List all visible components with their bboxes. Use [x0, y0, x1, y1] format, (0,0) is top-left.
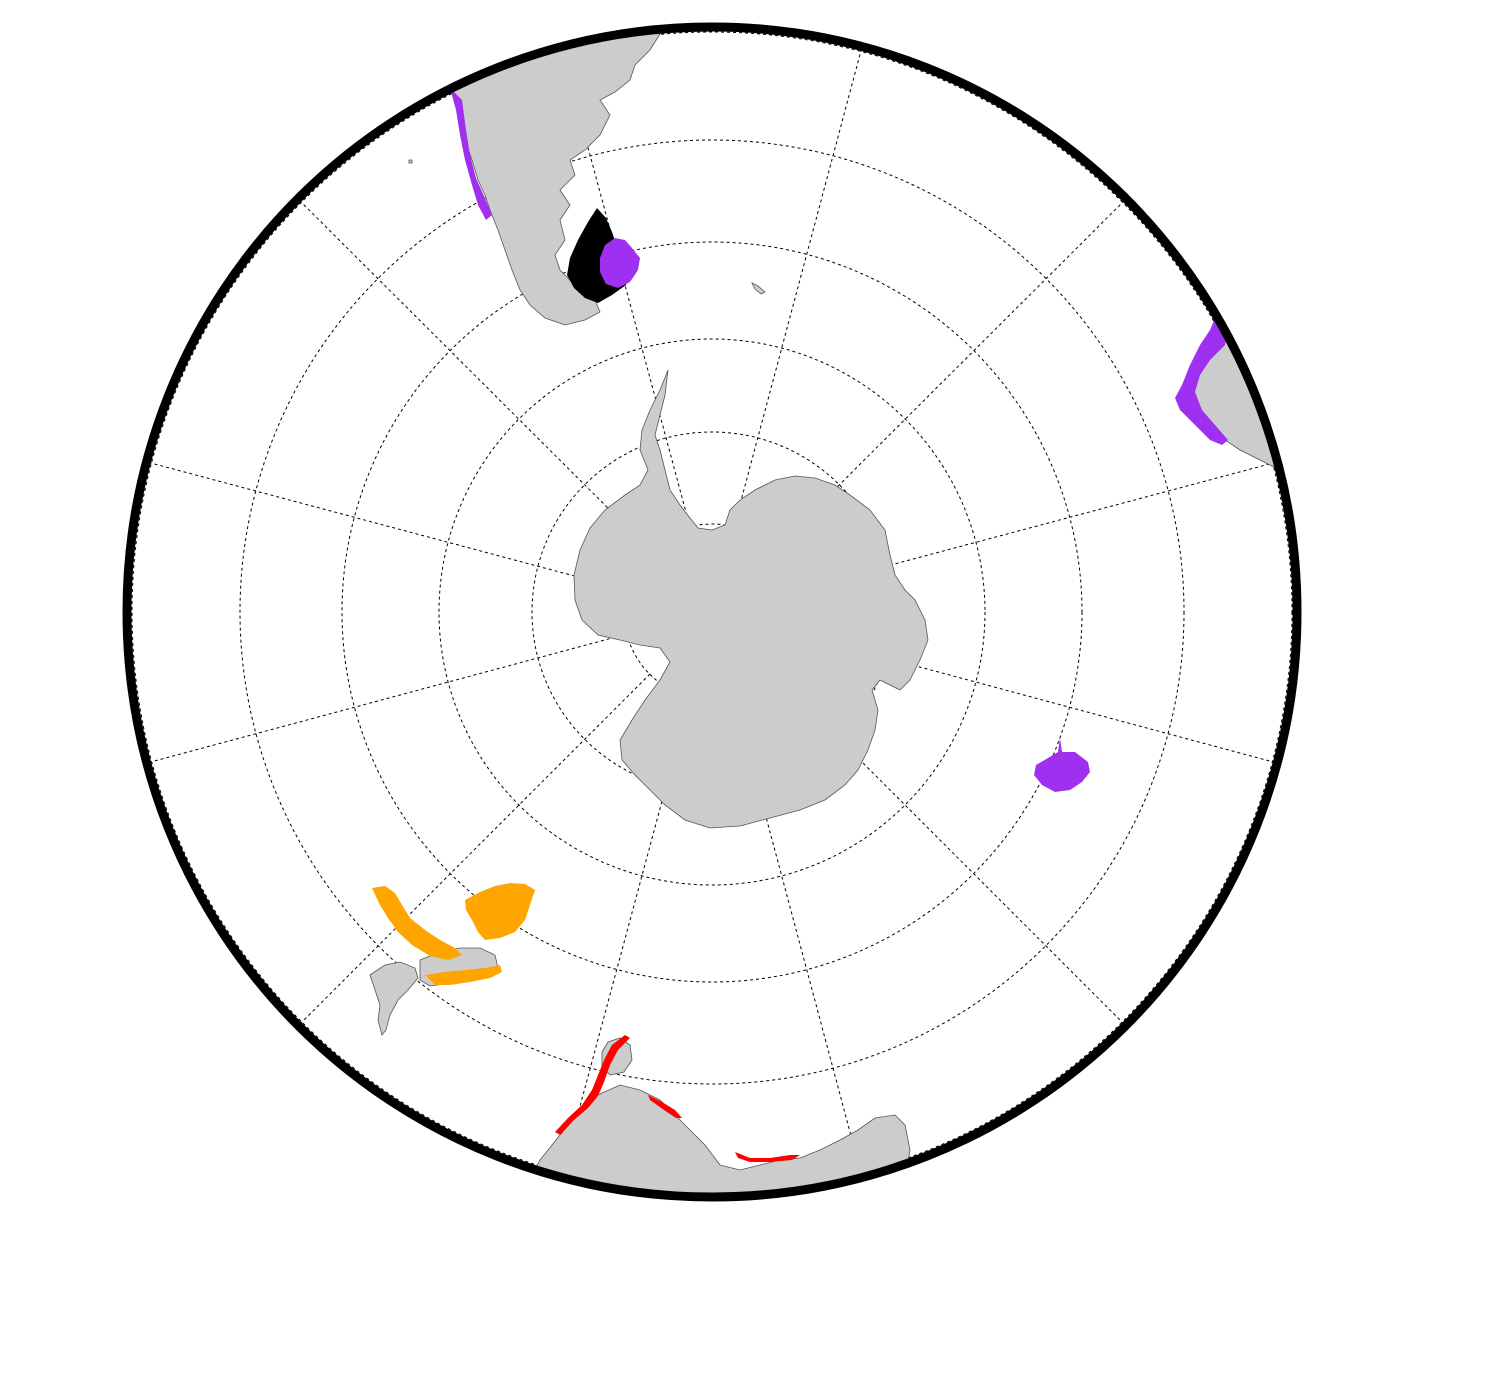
longitude-line — [297, 198, 651, 551]
longitude-line — [146, 461, 628, 591]
longitude-line — [733, 696, 863, 1178]
australia-coast-highlight-southeast — [735, 1152, 800, 1162]
longitude-line — [733, 46, 863, 528]
australia-landmass — [529, 1084, 911, 1197]
longitude-line — [773, 673, 1127, 1027]
longitude-line — [796, 461, 1278, 591]
new-zealand-landmass — [369, 961, 419, 1036]
australia-coast-highlight — [555, 1035, 630, 1135]
map-frame — [122, 22, 1302, 1202]
small-island — [408, 159, 413, 164]
south-georgia-island — [751, 282, 766, 295]
longitude-line — [796, 633, 1278, 764]
antarctica-landmass — [573, 369, 929, 829]
south-africa-highlight — [1175, 318, 1228, 445]
latitude-ring — [438, 338, 986, 886]
longitude-line — [560, 696, 691, 1178]
kerguelen-highlight — [1034, 738, 1090, 792]
new-zealand-highlight-west — [372, 886, 462, 960]
falklands-highlight-purple — [600, 238, 640, 288]
latitude-ring — [341, 241, 1083, 983]
australia-coast-highlight-south — [648, 1095, 682, 1118]
chile-coast-highlight — [450, 88, 492, 220]
latitude-ring — [239, 139, 1185, 1085]
longitude-line — [297, 673, 651, 1027]
longitude-line — [773, 198, 1127, 551]
south-america-landmass — [447, 27, 661, 326]
new-zealand-highlight-east — [465, 883, 535, 940]
graticule — [131, 31, 1293, 1193]
latitude-ring — [131, 31, 1293, 1193]
longitude-line — [146, 633, 628, 764]
new-zealand-highlight-south — [425, 965, 502, 985]
